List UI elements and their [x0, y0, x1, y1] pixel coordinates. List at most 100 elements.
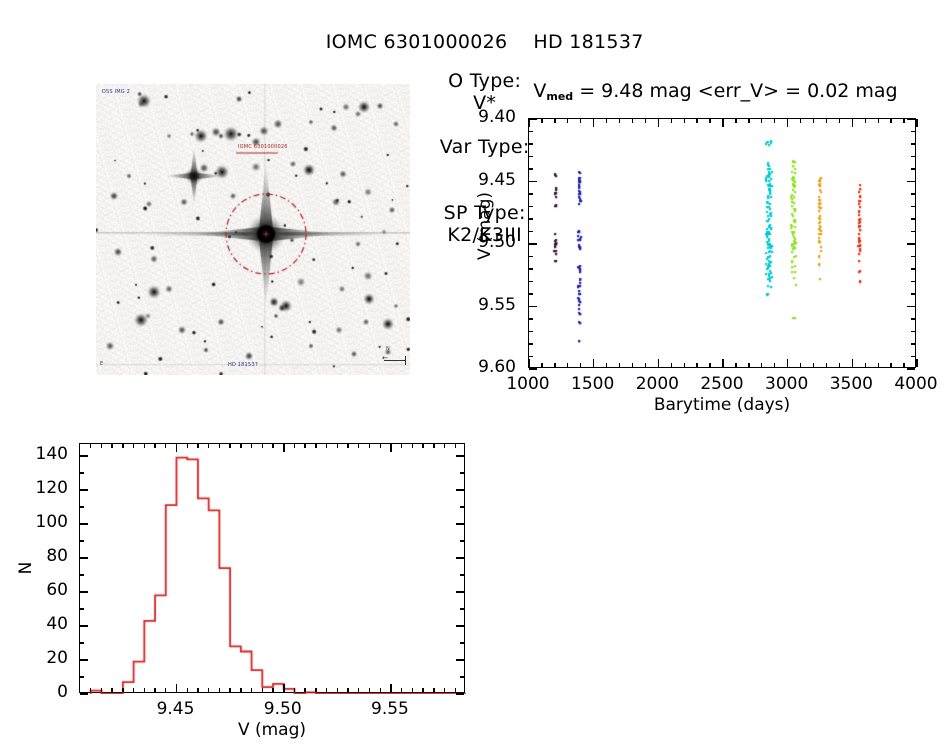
- x-minor-tick: [890, 363, 892, 367]
- sky-chart-east-label: E: [100, 361, 104, 367]
- x-major-tick-top: [592, 119, 595, 127]
- x-minor-tick-top: [240, 444, 242, 448]
- y-major-tick-right: [456, 489, 464, 491]
- y-minor-tick-right: [911, 293, 915, 295]
- y-major-tick-right: [456, 455, 464, 457]
- x-minor-tick: [761, 363, 763, 367]
- y-minor-tick-right: [460, 642, 464, 644]
- x-major-tick: [175, 684, 178, 692]
- x-minor-tick-top: [454, 444, 456, 448]
- y-minor-tick: [529, 218, 533, 220]
- x-minor-tick-top: [443, 444, 446, 448]
- vmed-symbol: V: [533, 80, 547, 102]
- y-minor-tick: [529, 155, 533, 158]
- y-minor-tick: [529, 205, 533, 208]
- sky-chart-top-left-label: DSS IMG 2: [102, 89, 131, 95]
- o-type-label: O Type:: [448, 70, 522, 92]
- x-minor-tick-top: [605, 119, 608, 123]
- x-major-tick-top: [722, 119, 724, 127]
- dss-finding-chart: DSS IMG 2 IOMC 6301000026 HD 181537 E N …: [96, 84, 410, 375]
- x-minor-tick-top: [433, 444, 435, 448]
- scale-bar: [384, 356, 406, 365]
- y-minor-tick-right: [911, 230, 915, 233]
- y-tick-label: 9.45: [478, 169, 516, 190]
- y-minor-tick: [529, 318, 533, 320]
- x-minor-tick-top: [799, 119, 802, 123]
- y-major-tick: [529, 305, 537, 308]
- x-minor-tick-top: [580, 119, 582, 123]
- lightcurve-data-points: [529, 119, 917, 369]
- x-minor-tick-top: [197, 444, 199, 448]
- y-minor-tick-right: [460, 608, 464, 610]
- x-minor-tick-top: [368, 444, 371, 448]
- x-major-tick-top: [786, 119, 789, 127]
- lightcurve-x-axis-label: Barytime (days): [653, 395, 791, 415]
- x-minor-tick-top: [774, 119, 776, 123]
- x-minor-tick-top: [838, 119, 841, 123]
- y-minor-tick: [529, 268, 533, 270]
- y-tick-label: 100: [35, 511, 68, 532]
- y-minor-tick: [529, 143, 533, 145]
- x-tick-label: 1500: [571, 374, 615, 394]
- x-tick-label: 3000: [765, 374, 809, 394]
- lightcurve-plot-frame: [528, 118, 918, 370]
- y-major-tick: [80, 489, 88, 491]
- x-minor-tick: [154, 688, 156, 692]
- x-minor-tick-top: [825, 119, 828, 123]
- x-major-tick: [786, 359, 789, 367]
- y-major-tick-right: [907, 305, 915, 308]
- y-minor-tick-right: [460, 506, 464, 508]
- x-minor-tick-top: [304, 444, 306, 448]
- x-minor-tick-top: [670, 119, 672, 123]
- x-minor-tick-top: [100, 444, 103, 448]
- x-minor-tick: [825, 363, 828, 367]
- x-major-tick: [528, 359, 530, 367]
- x-minor-tick: [229, 688, 231, 692]
- sky-chart-object-label: IOMC 6301000026: [238, 144, 288, 150]
- x-minor-tick-top: [631, 119, 634, 123]
- x-minor-tick: [250, 688, 253, 692]
- y-major-tick: [529, 243, 537, 245]
- x-tick-label: 2000: [635, 374, 679, 394]
- x-minor-tick: [165, 688, 167, 692]
- x-minor-tick-top: [143, 444, 146, 448]
- y-minor-tick: [529, 355, 533, 358]
- x-minor-tick: [272, 688, 274, 692]
- x-minor-tick-top: [683, 119, 685, 123]
- y-major-tick-right: [907, 368, 915, 370]
- y-tick-label: 140: [35, 443, 68, 464]
- x-minor-tick: [411, 688, 414, 692]
- y-minor-tick-right: [911, 318, 915, 320]
- x-minor-tick-top: [379, 444, 381, 448]
- x-minor-tick: [197, 688, 199, 692]
- x-minor-tick: [400, 688, 403, 692]
- y-major-tick-right: [907, 180, 915, 183]
- y-minor-tick-right: [911, 130, 915, 133]
- x-minor-tick-top: [315, 444, 317, 448]
- y-minor-tick-right: [460, 574, 464, 576]
- x-major-tick-top: [175, 444, 178, 452]
- x-minor-tick: [554, 363, 556, 367]
- y-major-tick-right: [456, 591, 464, 593]
- x-major-tick: [722, 359, 724, 367]
- y-minor-tick-right: [911, 218, 915, 220]
- x-minor-tick: [422, 688, 424, 692]
- x-tick-label: 2500: [700, 374, 744, 394]
- x-minor-tick-top: [812, 119, 815, 123]
- histogram-bars: [80, 444, 466, 694]
- x-minor-tick-top: [735, 119, 737, 123]
- x-minor-tick-top: [422, 444, 424, 448]
- x-tick-label: 9.45: [156, 699, 195, 719]
- x-minor-tick-top: [644, 119, 647, 123]
- x-minor-tick-top: [709, 119, 711, 123]
- x-tick-label: 3500: [829, 374, 873, 394]
- x-minor-tick-top: [218, 444, 221, 448]
- y-minor-tick: [529, 293, 533, 295]
- x-minor-tick: [709, 363, 711, 367]
- x-minor-tick: [903, 363, 905, 367]
- y-tick-label: 0: [57, 682, 68, 702]
- x-minor-tick: [748, 363, 750, 367]
- y-major-tick: [80, 557, 88, 559]
- sky-chart-bottom-label: HD 181537: [228, 362, 259, 368]
- y-minor-tick: [529, 330, 533, 333]
